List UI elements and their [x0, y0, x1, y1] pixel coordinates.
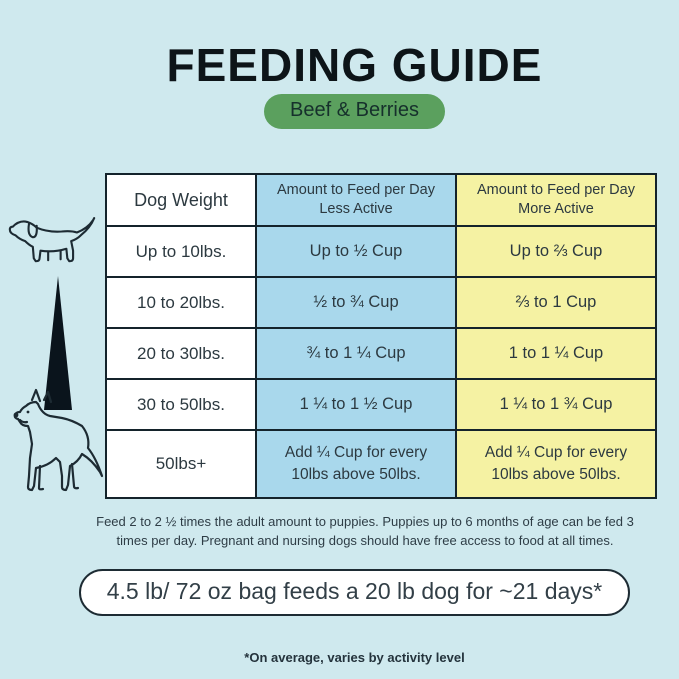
puppy-feeding-note: Feed 2 to 2 ½ times the adult amount to …	[96, 514, 634, 548]
less-active-cell: ¾ to 1 ¼ Cup	[255, 327, 457, 380]
more-active-cell: Up to ⅔ Cup	[455, 225, 657, 278]
bag-yield-pill: 4.5 lb/ 72 oz bag feeds a 20 lb dog for …	[30, 569, 679, 616]
table-header-row: Dog Weight Amount to Feed per Day Less A…	[105, 173, 657, 227]
less-active-cell: ½ to ¾ Cup	[255, 276, 457, 329]
size-scale-triangle	[44, 276, 72, 412]
header-less-line2: Less Active	[319, 201, 393, 217]
header-less-active: Amount to Feed per Day Less Active	[255, 173, 457, 227]
weight-cell: 50lbs+	[105, 429, 257, 499]
feeding-table: Dog Weight Amount to Feed per Day Less A…	[105, 173, 657, 499]
bag-yield-text: 4.5 lb/ 72 oz bag feeds a 20 lb dog for …	[78, 569, 631, 616]
weight-cell: 20 to 30lbs.	[105, 327, 257, 380]
table-row: 10 to 20lbs. ½ to ¾ Cup ⅔ to 1 Cup	[105, 276, 657, 329]
table-row: 30 to 50lbs. 1 ¼ to 1 ½ Cup 1 ¼ to 1 ¾ C…	[105, 378, 657, 431]
table-row: 50lbs+ Add ¼ Cup for every 10lbs above 5…	[105, 429, 657, 499]
weight-cell: 30 to 50lbs.	[105, 378, 257, 431]
great-dane-illustration	[2, 388, 106, 498]
flavor-badge: Beef & Berries	[30, 94, 679, 129]
less-active-cell: 1 ¼ to 1 ½ Cup	[255, 378, 457, 431]
header-dog-weight: Dog Weight	[105, 173, 257, 227]
header-less-line1: Amount to Feed per Day	[277, 182, 435, 198]
weight-cell: Up to 10lbs.	[105, 225, 257, 278]
less-active-cell: Add ¼ Cup for every 10lbs above 50lbs.	[255, 429, 457, 499]
table-row: Up to 10lbs. Up to ½ Cup Up to ⅔ Cup	[105, 225, 657, 278]
more-active-cell: 1 ¼ to 1 ¾ Cup	[455, 378, 657, 431]
header-more-line1: Amount to Feed per Day	[477, 182, 635, 198]
asterisk-footnote: *On average, varies by activity level	[244, 650, 465, 665]
table-row: 20 to 30lbs. ¾ to 1 ¼ Cup 1 to 1 ¼ Cup	[105, 327, 657, 380]
weight-cell: 10 to 20lbs.	[105, 276, 257, 329]
more-active-cell: ⅔ to 1 Cup	[455, 276, 657, 329]
dachshund-illustration	[6, 212, 98, 274]
header-more-line2: More Active	[518, 201, 594, 217]
less-active-cell: Up to ½ Cup	[255, 225, 457, 278]
header-more-active: Amount to Feed per Day More Active	[455, 173, 657, 227]
more-active-cell: Add ¼ Cup for every 10lbs above 50lbs.	[455, 429, 657, 499]
page-title: FEEDING GUIDE	[166, 39, 543, 91]
flavor-badge-label: Beef & Berries	[264, 94, 445, 129]
more-active-cell: 1 to 1 ¼ Cup	[455, 327, 657, 380]
